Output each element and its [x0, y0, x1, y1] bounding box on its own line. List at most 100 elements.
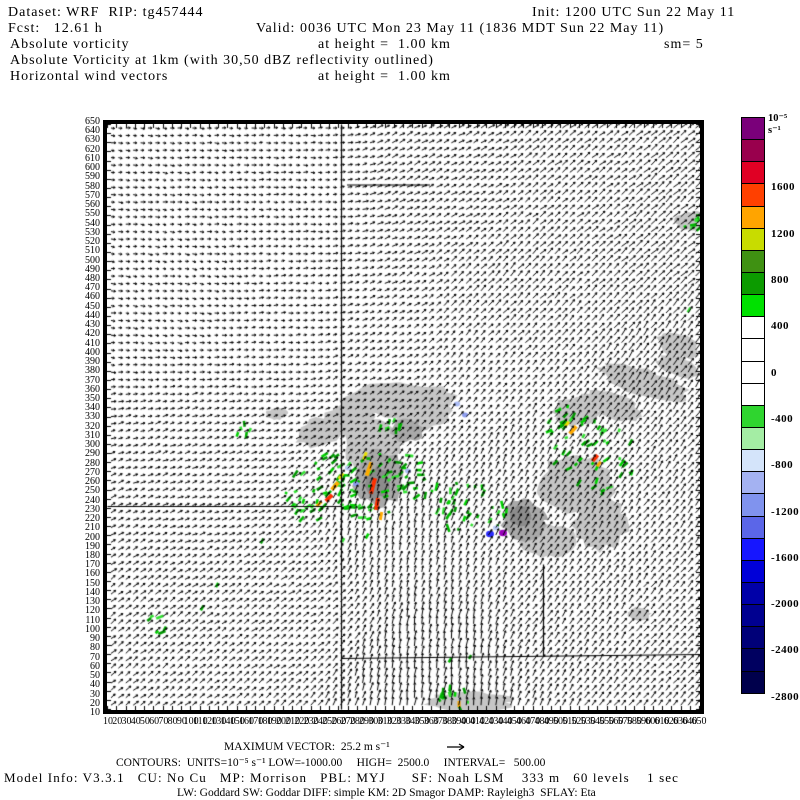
x-axis-tick-label: 600: [645, 716, 661, 727]
header-init-time: Init: 1200 UTC Sun 22 May 11: [532, 5, 736, 20]
y-axis-tick-label: 510: [85, 245, 100, 257]
colorbar-segment: [741, 161, 765, 185]
colorbar-segment: [741, 271, 765, 296]
x-axis-tick-label: 210: [285, 716, 301, 727]
max-vector-arrow-icon: [447, 743, 465, 751]
x-axis-tick-label: 10: [103, 716, 113, 727]
max-vector-label: MAXIMUM VECTOR: 25.2 m s⁻¹: [224, 741, 390, 753]
y-axis-tick-label: 490: [85, 263, 100, 275]
x-axis-tick-label: 310: [377, 716, 393, 727]
y-axis-tick-label: 530: [85, 226, 100, 238]
colorbar-value-label: 1600: [771, 181, 795, 194]
colorbar-segment: [741, 449, 765, 473]
x-axis-tick-label: 530: [580, 716, 596, 727]
y-axis-tick-label: 100: [85, 623, 100, 635]
x-axis-tick-label: 250: [322, 716, 338, 727]
y-axis-tick-label: 320: [85, 420, 100, 432]
colorbar-value-label: -800: [771, 459, 794, 472]
y-axis-tick-label: 170: [85, 559, 100, 571]
x-axis-tick-label: 640: [682, 716, 698, 727]
y-axis-tick-label: 350: [85, 393, 100, 405]
x-axis-tick-label: 340: [405, 716, 421, 727]
header-field2-height: at height = 1.00 km: [318, 69, 451, 84]
header-field2: Horizontal wind vectors: [10, 69, 169, 84]
x-axis-tick-label: 70: [158, 716, 169, 727]
y-axis-tick-label: 370: [85, 374, 100, 386]
y-axis-tick-label: 310: [85, 429, 100, 441]
y-axis-tick-label: 10: [90, 706, 100, 718]
y-axis-tick-label: 630: [85, 134, 100, 146]
x-axis-tick-label: 500: [552, 716, 568, 727]
x-axis-tick-label: 580: [626, 716, 642, 727]
x-axis-tick-label: 440: [497, 716, 513, 727]
x-axis-tick-label: 400: [460, 716, 476, 727]
y-axis-tick-label: 330: [85, 411, 100, 423]
colorbar-segment: [741, 604, 765, 628]
y-axis-tick-label: 550: [85, 208, 100, 220]
x-axis-tick-label: 290: [359, 716, 375, 727]
y-axis-tick-label: 560: [85, 199, 100, 211]
x-axis-tick-label: 180: [257, 716, 273, 727]
y-axis-tick-label: 270: [85, 466, 100, 478]
colorbar-segment: [741, 515, 765, 539]
x-axis-tick-label: 510: [562, 716, 578, 727]
colorbar-segment: [741, 382, 765, 406]
colorbar-segment: [741, 183, 765, 207]
y-axis-tick-label: 380: [85, 365, 100, 377]
y-axis-tick-label: 70: [90, 651, 100, 663]
colorbar-segment: [741, 426, 765, 451]
colorbar-value-label: -400: [771, 412, 794, 425]
colorbar-segment: [741, 559, 765, 583]
x-axis-tick-label: 230: [303, 716, 319, 727]
header-field1: Absolute vorticity: [10, 37, 130, 52]
x-axis-tick-label: 470: [525, 716, 541, 727]
y-axis-tick-label: 160: [85, 568, 100, 580]
y-axis-tick-label: 440: [85, 309, 100, 321]
x-axis-tick-label: 620: [663, 716, 679, 727]
x-axis-tick-label: 60: [149, 716, 160, 727]
y-axis-tick-label: 60: [90, 660, 100, 672]
x-axis-tick-label: 360: [423, 716, 439, 727]
x-axis-tick-label: 390: [451, 716, 467, 727]
y-axis-tick-label: 200: [85, 531, 100, 543]
x-axis-tick-label: 320: [386, 716, 402, 727]
y-axis-tick-label: 230: [85, 503, 100, 515]
x-axis-tick-label: 120: [202, 716, 218, 727]
colorbar-segment: [741, 249, 765, 273]
x-axis-tick-label: 330: [395, 716, 411, 727]
header-valid-time: Valid: 0036 UTC Mon 23 May 11 (1836 MDT …: [256, 21, 665, 36]
x-axis-tick-label: 370: [432, 716, 448, 727]
y-axis-tick-label: 460: [85, 291, 100, 303]
header-dataset: Dataset: WRF RIP: tg457444: [8, 5, 204, 20]
y-axis-tick-label: 260: [85, 476, 100, 488]
x-axis-tick-label: 20: [112, 716, 123, 727]
colorbar-segment: [741, 294, 765, 318]
x-axis-tick-label: 550: [599, 716, 615, 727]
header-field1-height: at height = 1.00 km: [318, 37, 451, 52]
x-axis-tick-label: 170: [248, 716, 264, 727]
x-axis-tick-label: 350: [414, 716, 430, 727]
colorbar-segment: [741, 670, 765, 694]
y-axis-tick-label: 610: [85, 152, 100, 164]
physics-info: LW: Goddard SW: Goddar DIFF: simple KM: …: [177, 787, 596, 799]
y-axis-tick-label: 80: [90, 642, 100, 654]
colorbar-value-label: -2000: [771, 598, 800, 611]
contours-info: CONTOURS: UNITS=10⁻⁵ s⁻¹ LOW=-1000.00 HI…: [116, 757, 546, 769]
x-axis-tick-label: 220: [294, 716, 310, 727]
x-axis-tick-label: 380: [442, 716, 458, 727]
x-axis-tick-label: 610: [654, 716, 670, 727]
x-axis-tick-label: 150: [229, 716, 245, 727]
y-axis-tick-label: 110: [85, 614, 100, 626]
x-axis-tick-label: 410: [469, 716, 485, 727]
colorbar-segment: [741, 227, 765, 251]
colorbar-value-label: -2800: [771, 690, 800, 703]
colorbar-value-label: 0: [771, 366, 777, 379]
x-axis-tick-label: 130: [211, 716, 227, 727]
x-axis-tick-label: 30: [121, 716, 132, 727]
colorbar-segment: [741, 537, 765, 561]
colorbar-segment: [741, 493, 765, 517]
x-axis-tick-label: 420: [479, 716, 495, 727]
y-axis-tick-label: 540: [85, 217, 100, 229]
x-axis-tick-label: 460: [516, 716, 532, 727]
x-axis-tick-label: 560: [608, 716, 624, 727]
